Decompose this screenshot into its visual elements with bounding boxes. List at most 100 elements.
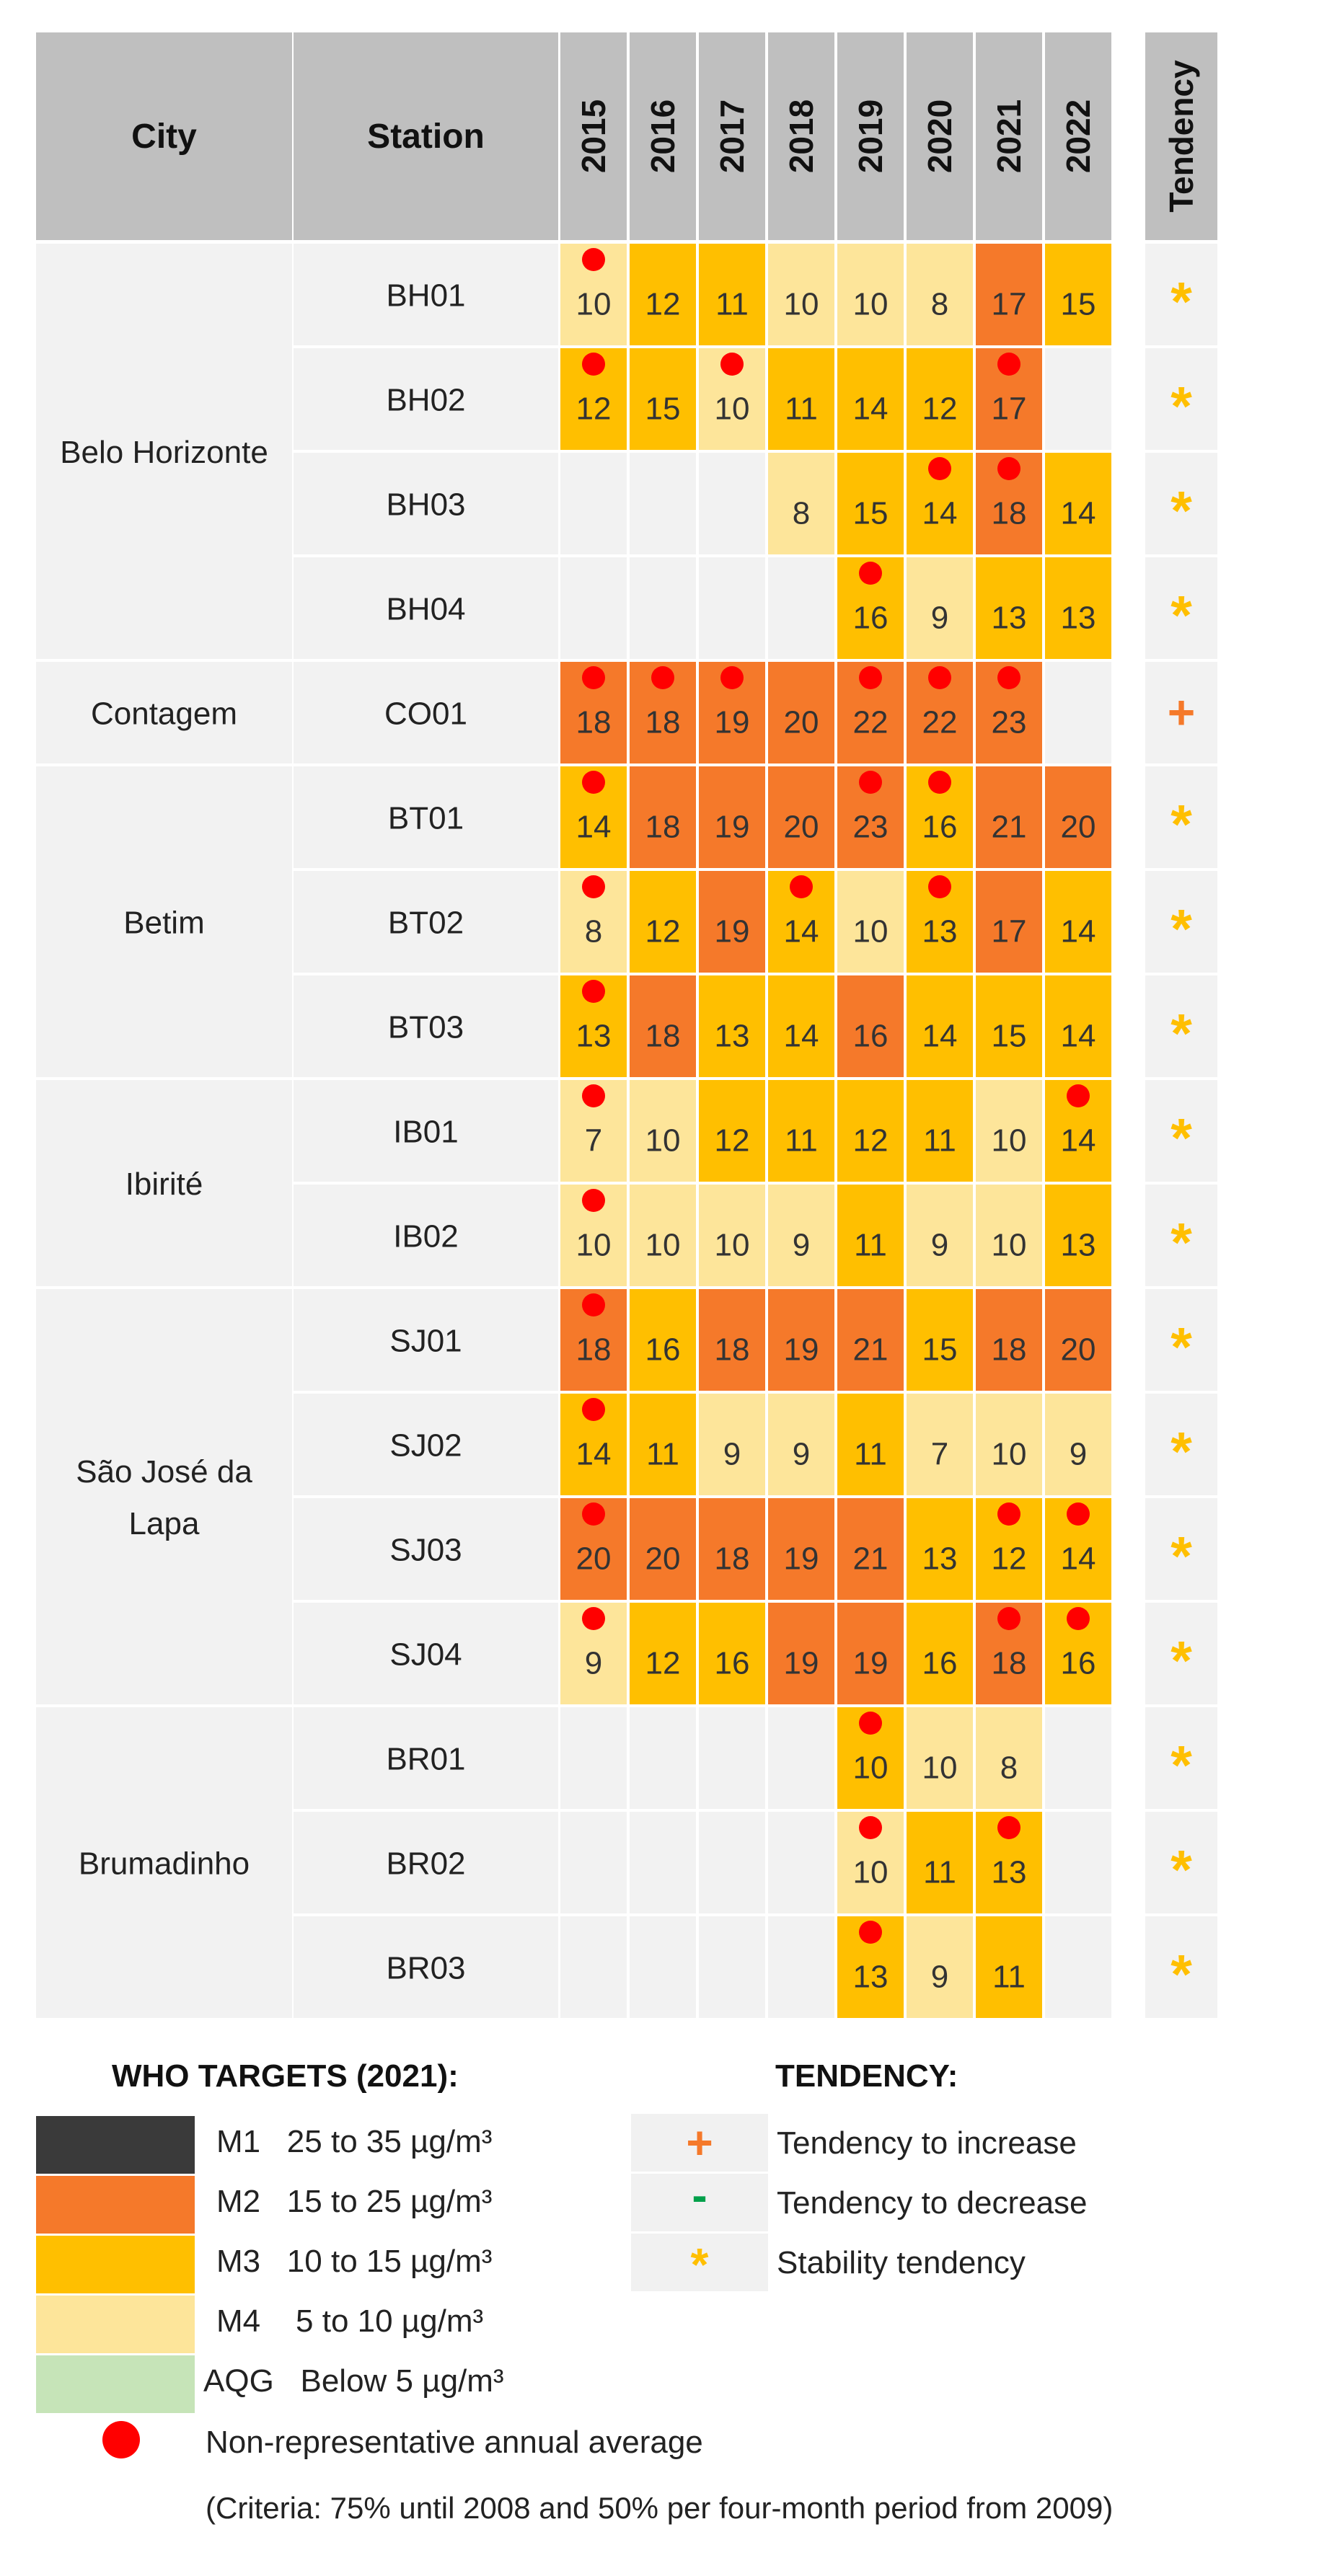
tendency-label-increase: Tendency to increase: [777, 2125, 1077, 2161]
value-cell: [907, 1080, 973, 1182]
value-label: 21: [992, 810, 1027, 845]
header-year-cell: [907, 32, 973, 240]
value-label: 20: [1061, 810, 1096, 845]
tendency-legend-title: TENDENCY:: [775, 2058, 958, 2094]
city-name: Betim: [123, 906, 204, 941]
value-cell: [768, 1812, 834, 1913]
tendency-cell: [1145, 1289, 1217, 1391]
value-label: 18: [645, 810, 681, 845]
value-label: 16: [715, 1646, 750, 1681]
value-label: 19: [784, 1332, 819, 1368]
value-label: 18: [715, 1541, 750, 1577]
non-representative-dot: [1067, 1084, 1090, 1107]
header-year: 2022: [1059, 99, 1097, 173]
station-name: BR01: [386, 1742, 465, 1777]
value-label: 18: [576, 1332, 612, 1368]
value-cell: [699, 1603, 765, 1704]
non-representative-dot: [997, 457, 1020, 480]
value-label: 9: [931, 1960, 948, 1995]
value-label: 14: [784, 914, 819, 950]
tendency-cell: [1145, 766, 1217, 868]
non-representative-dot: [928, 771, 951, 794]
station-cell: [294, 557, 558, 659]
header-year-cell: [630, 32, 696, 240]
station-name: BH02: [386, 383, 465, 418]
station-name: BT03: [388, 1010, 464, 1045]
decrease-icon: -: [692, 2169, 707, 2221]
value-label: 18: [992, 496, 1027, 531]
tendency-symbol: *: [1171, 1004, 1192, 1065]
value-cell: [630, 1289, 696, 1391]
tendency-symbol: *: [1171, 1944, 1192, 2006]
value-cell: [837, 1394, 904, 1495]
value-label: 8: [585, 914, 602, 950]
value-label: 8: [793, 496, 810, 531]
station-name: BH04: [386, 592, 465, 627]
legend-label-m2: M2 15 to 25 µg/m³: [216, 2184, 493, 2219]
tendency-cell: [1145, 1394, 1217, 1495]
tendency-cell: [1145, 453, 1217, 554]
value-cell: [907, 1916, 973, 2018]
non-representative-dot: [582, 1502, 605, 1526]
value-cell: [1045, 453, 1111, 554]
value-cell: [837, 975, 904, 1077]
value-cell: [907, 348, 973, 450]
city-cell: [36, 1289, 292, 1704]
station-name: IB02: [393, 1219, 459, 1254]
tendency-symbol: *: [1171, 899, 1192, 960]
value-cell: [630, 1916, 696, 2018]
value-cell: [1045, 1394, 1111, 1495]
increase-icon: +: [686, 2117, 713, 2169]
value-label: 13: [715, 1019, 750, 1054]
tendency-symbol: *: [1171, 1317, 1192, 1378]
value-cell: [1045, 975, 1111, 1077]
tendency-label-stable: Stability tendency: [777, 2245, 1026, 2280]
value-label: 18: [645, 705, 681, 740]
station-cell: [294, 1080, 558, 1182]
value-label: 9: [793, 1437, 810, 1472]
non-representative-dot: [997, 666, 1020, 689]
non-representative-dot: [582, 1607, 605, 1630]
value-label: 13: [1061, 601, 1096, 636]
value-label: 23: [992, 705, 1027, 740]
tendency-symbol: *: [1171, 585, 1192, 647]
header-year: 2017: [713, 99, 751, 173]
station-cell: [294, 1603, 558, 1704]
value-label: 22: [922, 705, 958, 740]
station-cell: [294, 1916, 558, 2018]
legend-swatch-m2: [36, 2176, 195, 2234]
tendency-symbol: *: [1171, 272, 1192, 333]
value-label: 11: [992, 1960, 1026, 1995]
station-name: BT02: [388, 906, 464, 941]
value-cell: [768, 1185, 834, 1286]
city-name: Lapa: [129, 1506, 200, 1541]
city-cell: [36, 662, 292, 763]
value-cell: [1045, 1812, 1111, 1913]
value-label: 14: [576, 810, 612, 845]
non-representative-dot: [928, 666, 951, 689]
value-cell: [1045, 766, 1111, 868]
station-name: BH01: [386, 278, 465, 314]
station-cell: [294, 1289, 558, 1391]
value-label: 10: [853, 914, 889, 950]
value-label: 17: [992, 287, 1027, 322]
non-representative-dot-legend: [102, 2421, 140, 2458]
value-cell: [699, 453, 765, 554]
pm25-table-chart: City Station 2015 2016 2017 2018 2019 2020 2021 2…: [36, 32, 1217, 2018]
value-label: 13: [1061, 1228, 1096, 1263]
value-cell: [907, 1289, 973, 1391]
legend-label-m4: M4 5 to 10 µg/m³: [216, 2303, 484, 2339]
non-representative-dot: [582, 353, 605, 376]
value-label: 12: [645, 914, 681, 950]
value-label: 20: [784, 810, 819, 845]
value-cell: [768, 1707, 834, 1809]
value-cell: [768, 1289, 834, 1391]
value-label: 19: [715, 810, 750, 845]
station-name: BH03: [386, 487, 465, 523]
legend-swatch-m4: [36, 2296, 195, 2353]
tendency-box-increase: [631, 2114, 768, 2172]
value-cell: [837, 871, 904, 973]
value-cell: [560, 453, 627, 554]
value-label: 11: [785, 1123, 818, 1159]
city-name: Ibirité: [125, 1167, 203, 1202]
